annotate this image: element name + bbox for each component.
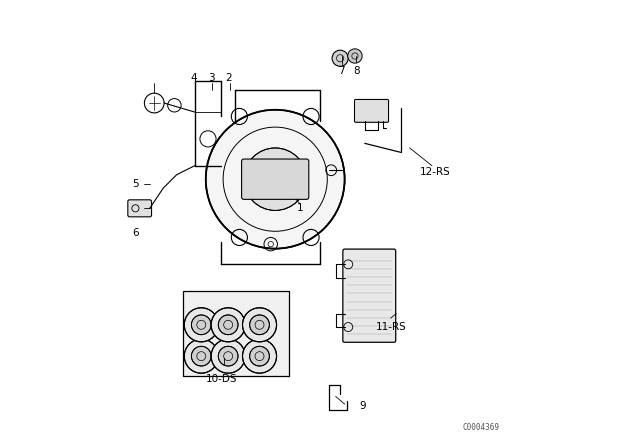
Circle shape <box>211 339 245 373</box>
Text: 2: 2 <box>225 73 232 83</box>
Circle shape <box>250 346 269 366</box>
Text: 11-RS: 11-RS <box>376 322 406 332</box>
Bar <box>184 291 289 376</box>
Text: 3: 3 <box>208 73 215 83</box>
Circle shape <box>191 315 211 335</box>
Circle shape <box>191 346 211 366</box>
Circle shape <box>184 308 218 342</box>
Circle shape <box>348 49 362 63</box>
Circle shape <box>250 315 269 335</box>
Circle shape <box>244 148 307 211</box>
Circle shape <box>218 346 238 366</box>
Text: 1: 1 <box>296 203 303 213</box>
FancyBboxPatch shape <box>242 159 309 199</box>
Circle shape <box>243 339 276 373</box>
Circle shape <box>184 339 218 373</box>
Text: 5: 5 <box>132 179 139 189</box>
Circle shape <box>332 50 348 66</box>
Text: 12-RS: 12-RS <box>420 167 451 177</box>
Text: 9: 9 <box>359 401 366 411</box>
Text: C0004369: C0004369 <box>463 423 500 432</box>
Circle shape <box>243 308 276 342</box>
FancyBboxPatch shape <box>355 99 388 122</box>
FancyBboxPatch shape <box>343 249 396 342</box>
Text: 4: 4 <box>190 73 197 83</box>
Text: 10-DS: 10-DS <box>205 374 237 383</box>
Circle shape <box>206 110 345 249</box>
Text: 8: 8 <box>353 66 360 76</box>
Circle shape <box>218 315 238 335</box>
FancyBboxPatch shape <box>128 200 152 217</box>
Text: 7: 7 <box>338 66 345 76</box>
Text: 6: 6 <box>132 228 139 238</box>
Circle shape <box>211 308 245 342</box>
